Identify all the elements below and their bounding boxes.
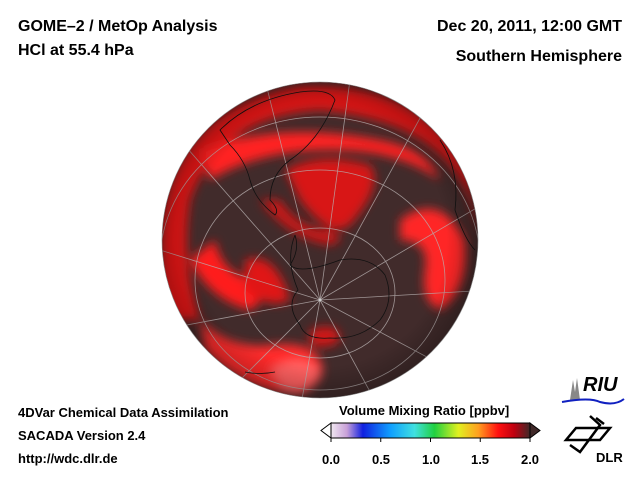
- colorbar: [320, 422, 541, 442]
- map-subtitle: HCl at 55.4 hPa: [18, 42, 134, 59]
- colorbar-title: Volume Mixing Ratio [ppbv]: [339, 403, 510, 418]
- date-label: Dec 20, 2011, 12:00 GMT: [437, 18, 622, 35]
- south-pole-marker: [318, 298, 322, 302]
- colorbar-tick: 1.0: [421, 452, 441, 467]
- footer-link[interactable]: http://wdc.dlr.de: [18, 451, 118, 466]
- region-label: Southern Hemisphere: [455, 48, 622, 65]
- colorbar-tick: 1.5: [470, 452, 490, 467]
- footer-line-1: 4DVar Chemical Data Assimilation: [18, 405, 229, 420]
- colorbar-tick: 2.0: [520, 452, 540, 467]
- dlr-logo-text: DLR: [596, 450, 623, 465]
- colorbar-tick: 0.5: [371, 452, 391, 467]
- dlr-logo: [563, 415, 613, 454]
- map-title: GOME–2 / MetOp Analysis: [18, 18, 218, 35]
- riu-logo: [561, 378, 625, 405]
- footer-line-2: SACADA Version 2.4: [18, 428, 146, 443]
- colorbar-tick: 0.0: [321, 452, 341, 467]
- colorbar-min-arrow: [320, 422, 332, 439]
- riu-logo-text: RIU: [583, 374, 618, 396]
- colorbar-max-arrow: [529, 422, 541, 439]
